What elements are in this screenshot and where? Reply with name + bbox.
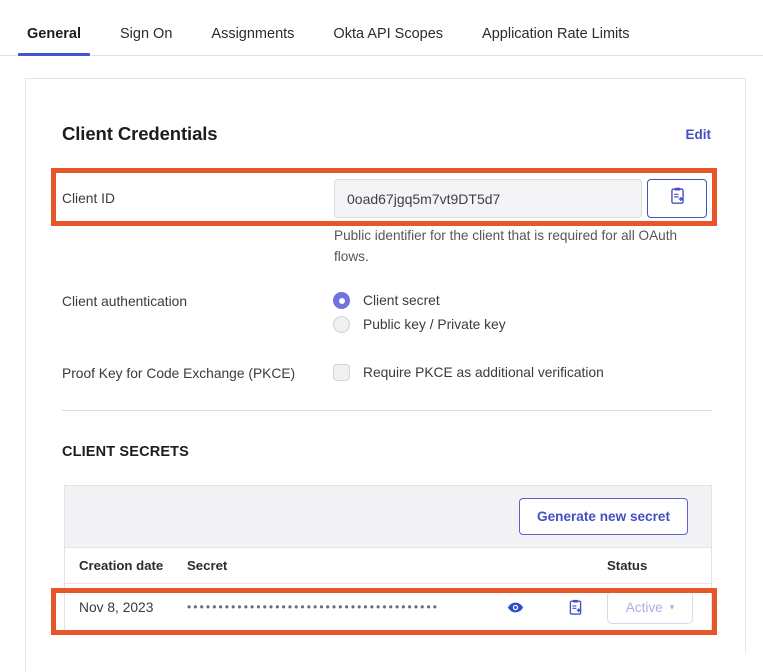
- table-row: Nov 8, 2023 ••••••••••••••••••••••••••••…: [65, 584, 711, 630]
- checkbox-require-pkce-label: Require PKCE as additional verification: [363, 365, 604, 380]
- tab-application-rate-limits-label: Application Rate Limits: [482, 26, 630, 42]
- secret-masked-value: ••••••••••••••••••••••••••••••••••••••••: [187, 600, 440, 614]
- client-secrets-table: Generate new secret Creation date Secret…: [64, 485, 712, 630]
- tab-assignments[interactable]: Assignments: [211, 26, 294, 56]
- generate-new-secret-button[interactable]: Generate new secret: [519, 497, 688, 536]
- tab-general[interactable]: General: [18, 26, 90, 56]
- column-header-status: Status: [607, 558, 648, 573]
- pkce-label: Proof Key for Code Exchange (PKCE): [62, 366, 296, 381]
- column-header-creation-date: Creation date: [79, 558, 164, 573]
- checkbox-require-pkce-box: [333, 364, 350, 381]
- radio-public-private-key-label: Public key / Private key: [363, 317, 506, 332]
- tab-okta-api-scopes[interactable]: Okta API Scopes: [333, 26, 443, 56]
- checkbox-require-pkce[interactable]: Require PKCE as additional verification: [333, 364, 604, 381]
- copy-client-id-button[interactable]: [647, 179, 707, 218]
- status-dropdown-value: Active: [625, 599, 663, 615]
- edit-link[interactable]: Edit: [685, 127, 712, 142]
- client-credentials-card: Client Credentials Edit Client ID 0oad67…: [25, 78, 746, 653]
- status-dropdown[interactable]: Active ▾: [607, 590, 693, 624]
- radio-client-secret-label: Client secret: [363, 293, 440, 308]
- clipboard-copy-icon: [669, 187, 686, 210]
- radio-option-client-secret[interactable]: Client secret: [333, 292, 440, 309]
- tab-sign-on-label: Sign On: [120, 26, 173, 42]
- cell-secret: ••••••••••••••••••••••••••••••••••••••••: [187, 599, 599, 616]
- tab-application-rate-limits[interactable]: Application Rate Limits: [482, 26, 630, 56]
- tab-okta-api-scopes-label: Okta API Scopes: [333, 26, 444, 42]
- tab-assignments-label: Assignments: [211, 26, 295, 42]
- radio-client-secret-indicator: [333, 292, 350, 309]
- client-secrets-toolbar: Generate new secret: [65, 486, 711, 548]
- page-title: Client Credentials: [62, 123, 218, 144]
- radio-option-public-private-key[interactable]: Public key / Private key: [333, 316, 506, 333]
- cell-status: Active ▾: [599, 590, 711, 624]
- radio-public-private-key-indicator: [333, 316, 350, 333]
- chevron-down-icon: ▾: [669, 601, 675, 612]
- client-secrets-heading: CLIENT SECRETS: [62, 444, 189, 460]
- client-authentication-label: Client authentication: [62, 294, 188, 309]
- eye-icon[interactable]: [507, 601, 524, 614]
- tab-sign-on[interactable]: Sign On: [120, 26, 172, 56]
- column-header-secret: Secret: [187, 558, 228, 573]
- tab-general-label: General: [27, 26, 81, 42]
- client-id-label: Client ID: [62, 191, 115, 206]
- cell-creation-date: Nov 8, 2023: [79, 599, 154, 615]
- client-id-help-text: Public identifier for the client that is…: [334, 228, 678, 264]
- client-id-value: 0oad67jgq5m7vt9DT5d7: [347, 190, 501, 207]
- section-divider: [62, 410, 712, 411]
- tab-bar: General Sign On Assignments Okta API Sco…: [0, 0, 763, 56]
- clipboard-copy-icon[interactable]: [568, 599, 583, 616]
- table-header-row: Creation date Secret Status: [65, 548, 711, 584]
- client-id-input[interactable]: 0oad67jgq5m7vt9DT5d7: [334, 179, 642, 218]
